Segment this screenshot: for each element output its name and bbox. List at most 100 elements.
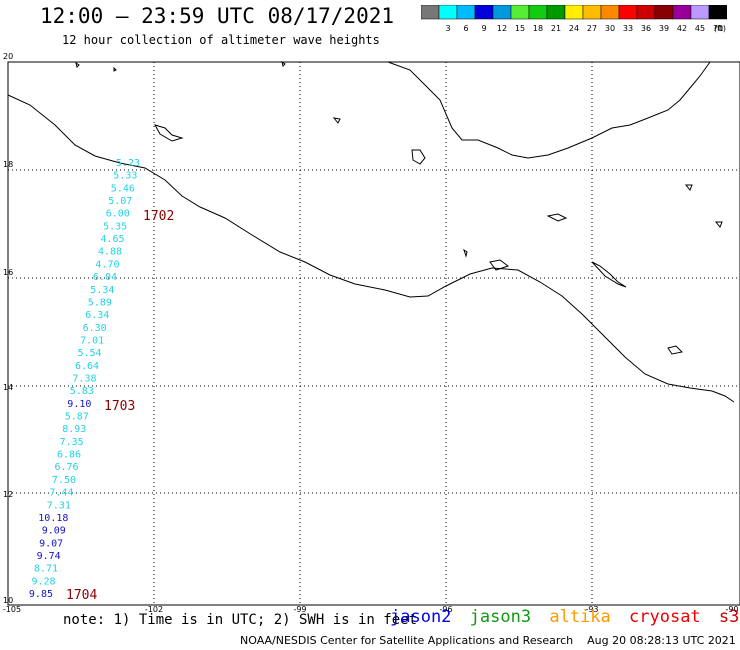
legend-swatch [672,5,692,20]
legend-bin-label: 42 [677,24,687,33]
track-value: 6.86 [57,450,81,461]
legend-bin-label: 39 [659,24,669,33]
track-value: 6.34 [85,310,109,321]
footer-note: note: 1) Time is in UTC; 2) SWH is in fe… [63,612,418,628]
legend-swatch [528,5,548,20]
legend-bin-label: 9 [481,24,486,33]
legend-swatch [600,5,620,20]
lon-label: -102 [145,605,163,614]
track-value: 10.18 [38,513,68,524]
legend-swatch [618,5,638,20]
legend-bin-label: 24 [569,24,579,33]
page-subtitle: 12 hour collection of altimeter wave hei… [62,33,380,47]
coastline [7,60,735,403]
altimeter-track-values: 5.23 5.335.46 5.07 6.005.35 4.65 4.884.70 6.04… [29,158,140,600]
legend-swatch [438,5,458,20]
longitude-labels: -105 -102 -99 -96 -93 -90 [3,605,739,614]
track-value: 5.46 [111,183,135,194]
legend-bin-label: 27 [587,24,597,33]
legend-swatch [582,5,602,20]
track-value: 7.35 [60,437,84,448]
legend-swatch [564,5,584,20]
graticule [8,62,740,605]
track-value: 7.38 [72,374,96,385]
legend-swatch [492,5,512,20]
lat-label: 12 [3,490,13,499]
lon-label: -105 [3,605,21,614]
track-value: 9.74 [37,551,61,562]
satellite-altika: altika [549,607,611,627]
legend-swatch [654,5,674,20]
satellite-jason3: jason3 [469,607,532,627]
track-value: 6.64 [75,361,99,372]
credit-text: NOAA/NESDIS Center for Satellite Applica… [240,634,574,647]
legend-bin-label: 3 [445,24,450,33]
lat-label: 14 [3,383,13,392]
track-value: 7.44 [49,488,73,499]
legend-swatch [510,5,530,20]
track-value: 8.71 [34,564,58,575]
time-label-1704: 1704 [66,588,97,603]
track-value: 6.30 [83,323,107,334]
timestamp: Aug 20 08:28:13 UTC 2021 [587,634,736,647]
track-value: 5.83 [70,386,94,397]
legend-swatch [708,5,727,20]
satellite-cryosat: cryosat [629,607,701,627]
page-title: 12:00 – 23:59 UTC 08/17/2021 [40,4,395,28]
lat-label: 20 [3,52,13,61]
lat-label: 10 [3,596,13,605]
lat-label: 18 [3,160,13,169]
track-value: 6.00 [106,209,130,220]
lon-label: -93 [585,605,598,614]
latitude-labels: 20 18 16 14 12 10 [3,52,13,605]
track-value: 5.34 [90,285,114,296]
legend-bin-label: 12 [497,24,507,33]
legend-bin-label: 30 [605,24,615,33]
lat-label: 16 [3,268,13,277]
legend-bin-label: 45 [695,24,705,33]
credit-line: NOAA/NESDIS Center for Satellite Applica… [240,634,736,647]
lon-label: -96 [439,605,452,614]
legend-unit: (ft) [714,24,726,33]
legend-swatch [690,5,710,20]
wave-height-legend: 3 6 9 12 15 18 21 24 27 30 33 36 39 42 45 70 (ft) [421,5,727,33]
legend-bin-label: 21 [551,24,561,33]
legend-bin-label: 18 [533,24,543,33]
track-value: 8.93 [62,424,86,435]
track-value: 9.85 [29,589,53,600]
track-value: 5.23 [116,158,140,169]
track-value: 5.87 [65,412,89,423]
legend-bin-label: 33 [623,24,633,33]
map-frame [7,61,740,606]
lon-label: -90 [725,605,738,614]
satellite-legend: jason2 jason3 altika cryosat s3a [390,607,740,627]
legend-swatch [636,5,656,20]
track-value: 4.70 [95,259,119,270]
track-value: 5.35 [103,221,127,232]
track-value: 4.88 [98,247,122,258]
legend-bin-label: 6 [463,24,468,33]
satellite-jason2: jason2 [390,607,452,627]
time-labels: 1702 1703 1704 [66,209,174,603]
time-label-1702: 1702 [143,209,174,224]
legend-swatch [546,5,566,20]
lon-label: -99 [293,605,306,614]
legend-swatch [456,5,476,20]
legend-bin-label: 36 [641,24,651,33]
track-value: 5.54 [78,348,102,359]
track-value: 5.33 [113,171,137,182]
time-label-1703: 1703 [104,399,135,414]
track-value: 9.28 [32,576,56,587]
legend-swatch [421,5,440,20]
track-value: 6.04 [93,272,117,283]
track-value: 4.65 [101,234,125,245]
track-value: 9.10 [67,399,91,410]
legend-bin-label: 15 [515,24,525,33]
track-value: 6.76 [55,462,79,473]
legend-swatch [474,5,494,20]
track-value: 7.50 [52,475,76,486]
track-value: 9.09 [42,526,66,537]
track-value: 5.89 [88,297,112,308]
satellite-s3a: s3a [718,607,740,627]
